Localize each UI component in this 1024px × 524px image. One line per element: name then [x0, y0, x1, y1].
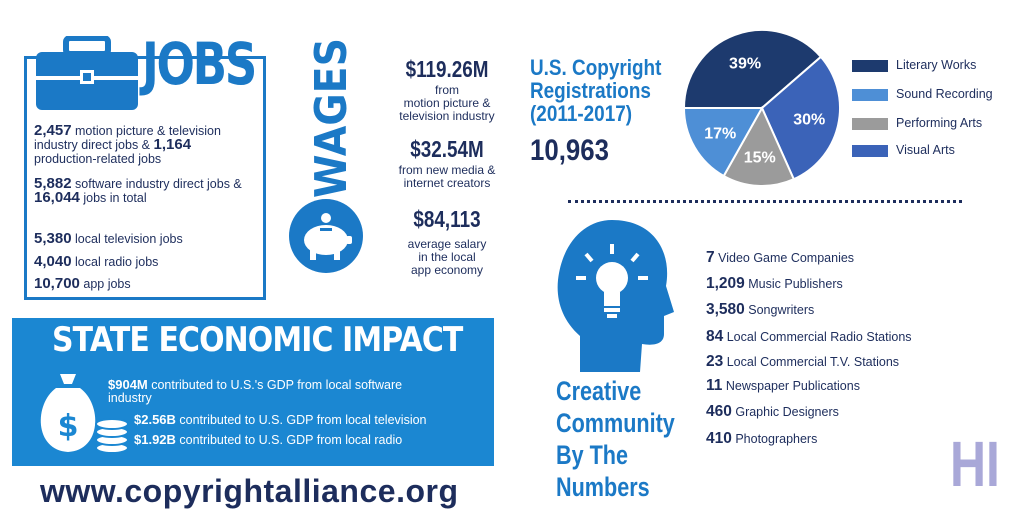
pie-slice-label: 15% — [744, 149, 776, 166]
state-item: $2.56B contributed to U.S. GDP from loca… — [134, 412, 427, 427]
creative-item: 11 Newspaper Publications — [706, 377, 860, 394]
creative-item: 1,209 Music Publishers — [706, 275, 843, 292]
legend-item: Performing Arts — [852, 116, 982, 130]
wage-value: $32.54M — [410, 136, 484, 162]
state-impact-title: STATE ECONOMIC IMPACT — [52, 320, 463, 360]
jobs-item: 5,380 local television jobs — [34, 230, 183, 247]
pie-slice — [682, 107, 764, 178]
creative-item: 3,580 Songwriters — [706, 301, 815, 318]
state-abbreviation: HI — [950, 428, 1000, 500]
jobs-item: 10,700 app jobs — [34, 275, 131, 292]
pie-slice-label: 39% — [729, 56, 761, 73]
jobs-item: 2,457 motion picture & television indust… — [34, 122, 221, 166]
legend-item: Literary Works — [852, 58, 976, 72]
wages-title: WAGES — [306, 38, 357, 198]
pie-slice — [682, 29, 823, 109]
head-lightbulb-icon — [557, 220, 674, 372]
website-link[interactable]: www.copyrightalliance.org — [40, 473, 459, 509]
copyright-pie-chart: 39% 30% 15% 17% — [682, 29, 841, 187]
pie-slice — [722, 105, 796, 187]
briefcase-icon — [36, 36, 138, 110]
jobs-item: 5,882 software industry direct jobs & 16… — [34, 175, 242, 206]
legend-item: Sound Recording — [852, 87, 993, 101]
wages-title-text: WAGES — [306, 38, 357, 198]
copyright-title: U.S. Copyright Registrations (2011-2017) — [530, 55, 662, 126]
pie-slice — [760, 55, 841, 181]
pie-slice-label: 30% — [793, 111, 825, 128]
jobs-panel — [24, 56, 266, 300]
money-bag-coins-icon: $ — [40, 374, 129, 454]
wage-value: $119.26M — [405, 56, 489, 82]
wage-desc: from motion picture & television industry — [399, 83, 495, 123]
creative-item: 7 Video Game Companies — [706, 249, 855, 266]
wage-value: $84,113 — [413, 206, 481, 232]
legend-swatch — [852, 117, 888, 130]
legend-item: Visual Arts — [852, 143, 955, 157]
svg-text:$: $ — [58, 409, 79, 444]
legend-swatch — [852, 59, 888, 72]
jobs-item: 4,040 local radio jobs — [34, 253, 159, 270]
creative-item: 410 Photographers — [706, 430, 818, 447]
pie-slice-label: 17% — [704, 125, 736, 142]
state-impact-panel — [12, 318, 494, 466]
wage-desc: average salary in the local app economy — [407, 237, 487, 277]
creative-item: 23 Local Commercial T.V. Stations — [706, 353, 900, 370]
creative-item: 460 Graphic Designers — [706, 403, 839, 420]
piggy-bank-icon — [289, 199, 363, 273]
legend-swatch — [852, 88, 888, 101]
copyright-count: 10,963 — [530, 134, 609, 167]
wage-desc: from new media & internet creators — [398, 163, 496, 190]
creative-item: 84 Local Commercial Radio Stations — [706, 328, 912, 345]
divider — [568, 200, 962, 203]
creative-community-title: Creative Community By The Numbers — [556, 376, 675, 502]
legend-swatch — [852, 144, 888, 157]
state-item: $1.92B contributed to U.S. GDP from loca… — [134, 432, 403, 447]
jobs-title: JOBS — [142, 30, 257, 98]
state-item: $904M contributed to U.S.'s GDP from loc… — [108, 377, 403, 405]
